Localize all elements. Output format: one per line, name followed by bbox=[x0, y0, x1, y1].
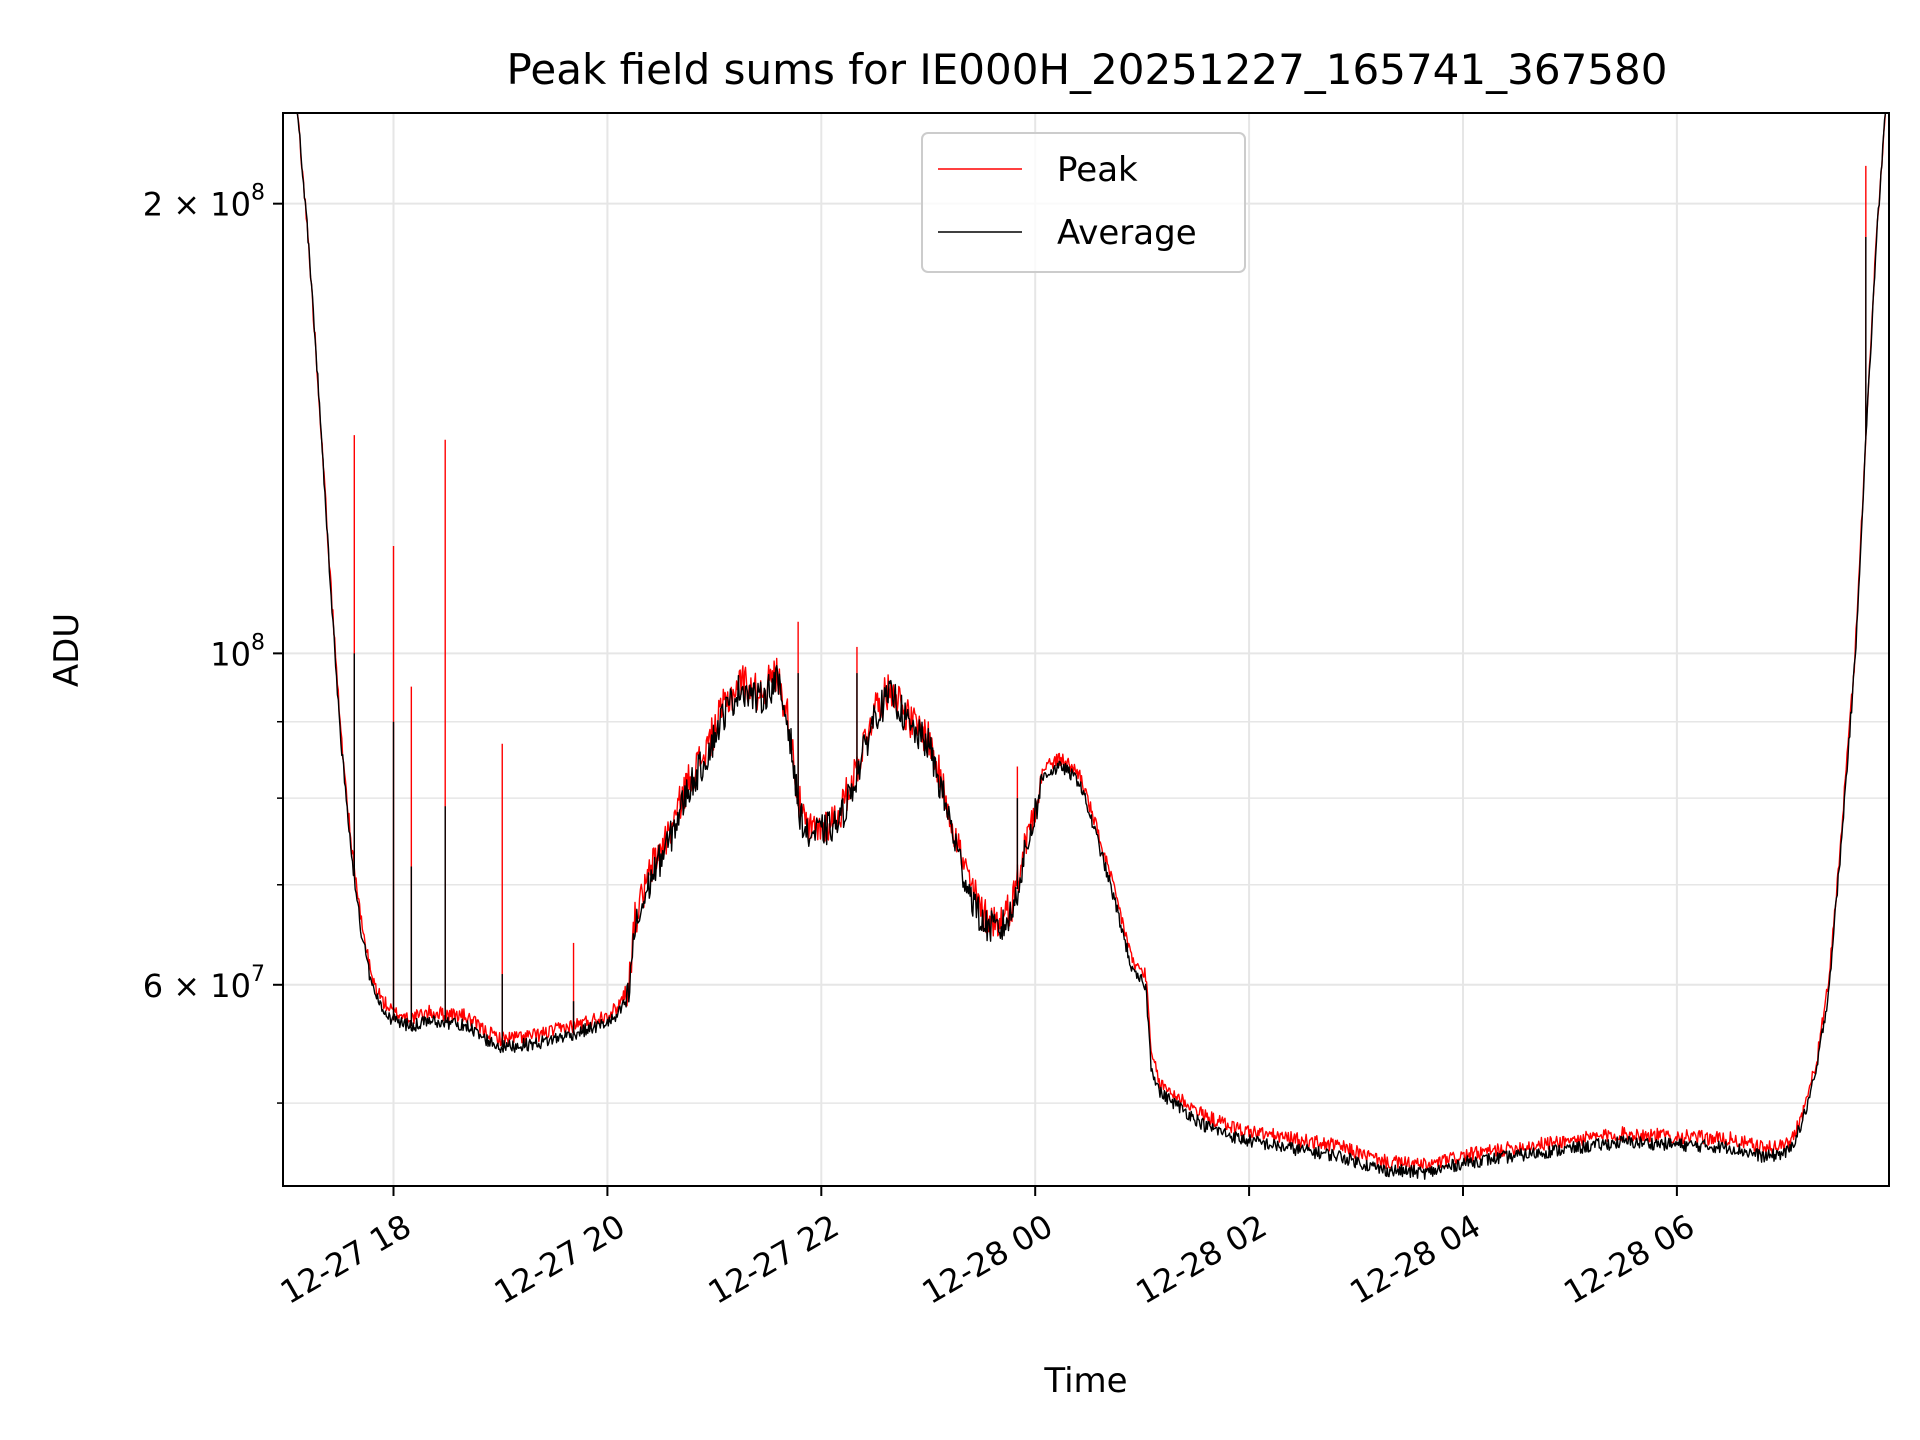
y-tick-label-exponent: 7 bbox=[251, 962, 265, 987]
y-tick-label-exponent: 8 bbox=[251, 181, 265, 206]
legend-average-label: Average bbox=[1057, 213, 1197, 253]
y-tick-label-base: 2 × 10 bbox=[143, 186, 251, 224]
legend-box bbox=[921, 132, 1246, 273]
y-tick-label-base: 10 bbox=[210, 635, 251, 673]
y-tick-label-exponent: 8 bbox=[251, 630, 265, 655]
y-tick-label-base: 6 × 10 bbox=[143, 967, 251, 1005]
plot-frame bbox=[282, 112, 1890, 1187]
series-layer bbox=[296, 112, 1887, 1180]
y-tick-label: 2 × 108 bbox=[143, 181, 265, 224]
chart-title: Peak field sums for IE000H_20251227_1657… bbox=[507, 45, 1668, 94]
y-tick-label: 6 × 107 bbox=[143, 962, 265, 1005]
y-tick-label: 108 bbox=[210, 630, 265, 673]
y-axis-label: ADU bbox=[47, 613, 87, 687]
legend-peak-label: Peak bbox=[1057, 150, 1138, 190]
x-axis-label: Time bbox=[1043, 1361, 1127, 1401]
series-line-average bbox=[296, 112, 1887, 1180]
legend: Peak Average bbox=[921, 132, 1246, 273]
